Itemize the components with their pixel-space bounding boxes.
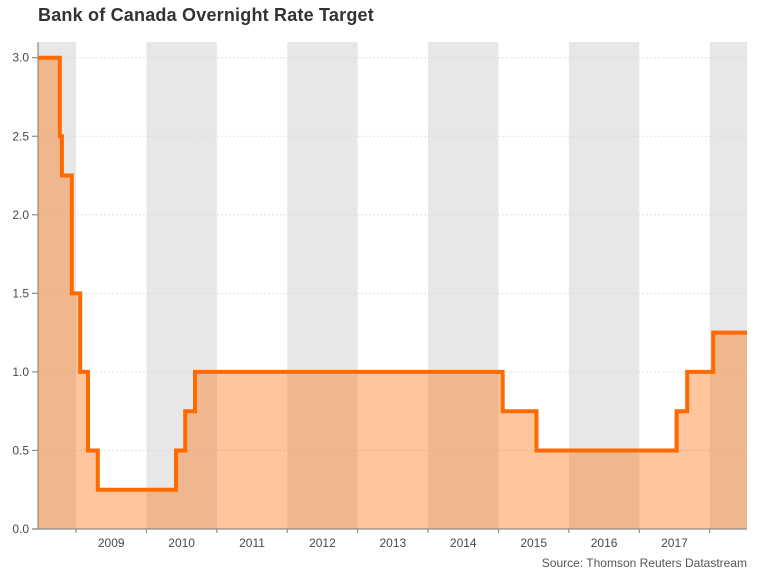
y-tick-label: 2.0 xyxy=(12,208,29,222)
year-band xyxy=(568,42,640,529)
x-tick-label: 2013 xyxy=(380,536,407,550)
x-tick-label: 2012 xyxy=(309,536,336,550)
series-area-fill xyxy=(38,57,747,529)
series-step-line xyxy=(38,55,747,492)
year-band xyxy=(428,42,499,529)
y-tick-label: 2.5 xyxy=(12,129,29,143)
year-band xyxy=(146,42,217,529)
y-tick-label: 3.0 xyxy=(12,51,29,65)
x-tick-label: 2010 xyxy=(168,536,195,550)
y-tick-label: 0.5 xyxy=(12,443,29,457)
x-tick-label: 2016 xyxy=(591,536,618,550)
source-credit: Source: Thomson Reuters Datastream xyxy=(541,556,747,570)
year-band xyxy=(709,42,747,529)
y-tick-label: 1.0 xyxy=(12,365,29,379)
x-tick-label: 2015 xyxy=(520,536,547,550)
chart-title: Bank of Canada Overnight Rate Target xyxy=(38,5,374,25)
x-tick-label: 2017 xyxy=(661,536,688,550)
y-tick-label: 1.5 xyxy=(12,286,29,300)
year-band xyxy=(287,42,358,529)
y-tick-label: 0.0 xyxy=(12,522,29,536)
year-band xyxy=(38,42,77,529)
x-tick-label: 2014 xyxy=(450,536,477,550)
x-tick-label: 2011 xyxy=(239,536,265,550)
x-tick-label: 2009 xyxy=(98,536,125,550)
